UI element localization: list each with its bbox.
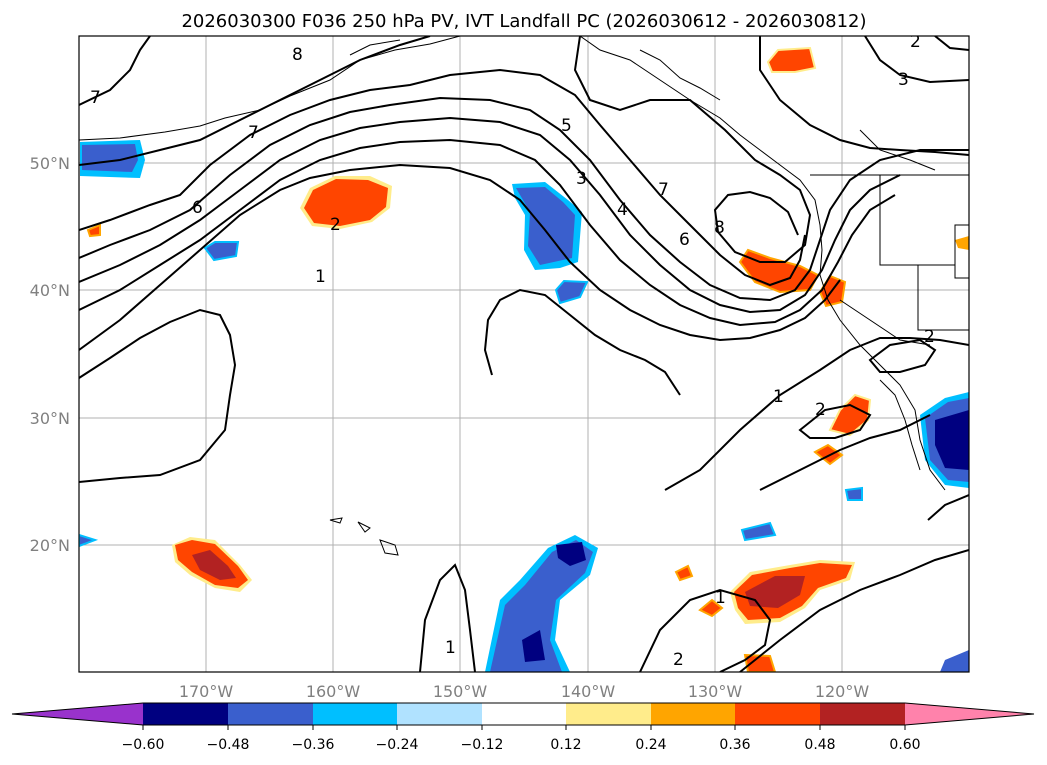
colorbar-segment xyxy=(566,703,651,725)
anomaly-blob-pos-5 xyxy=(828,393,872,437)
anomaly-blob-central-core xyxy=(516,187,575,265)
anomaly-blob-south-mid xyxy=(490,540,593,672)
lat-label: 40°N xyxy=(30,281,70,300)
longitude-labels: 170°W 160°W 150°W 140°W 130°W 120°W xyxy=(179,682,870,701)
colorbar-ticks xyxy=(142,725,906,730)
contour-label: 6 xyxy=(192,198,203,218)
figure-title: 2026030300 F036 250 hPa PV, IVT Landfall… xyxy=(181,11,866,32)
contour-label: 4 xyxy=(617,200,628,220)
contour-label: 6 xyxy=(679,230,690,250)
colorbar-tick-label: 0.24 xyxy=(635,737,666,753)
contour-label: 7 xyxy=(658,180,669,200)
contour-label: 5 xyxy=(561,116,572,136)
colorbar-tick-label: 0.60 xyxy=(889,737,920,753)
lon-label: 130°W xyxy=(688,682,743,701)
anomaly-blob-small-1 xyxy=(203,241,240,262)
contour-label: 1 xyxy=(715,588,726,608)
contour-labels: 7 8 7 6 2 1 5 3 4 7 6 8 3 2 1 2 2 1 1 2 xyxy=(90,32,935,670)
anomaly-blob-pos-7-core xyxy=(192,550,236,580)
anomaly-blob-nw-core xyxy=(82,144,138,172)
anomaly-blob-south-core xyxy=(556,542,586,566)
colorbar-segment xyxy=(651,703,735,725)
colorbar-segment xyxy=(735,703,820,725)
contour-label: 3 xyxy=(898,70,909,90)
contour-label: 2 xyxy=(673,650,684,670)
contour-label: 1 xyxy=(445,638,456,658)
colorbar-tick-label: −0.36 xyxy=(292,737,335,753)
lat-label: 50°N xyxy=(30,154,70,173)
latitude-labels: 50°N 40°N 30°N 20°N xyxy=(30,154,70,555)
map-panel: 7 8 7 6 2 1 5 3 4 7 6 8 3 2 1 2 2 1 1 2 xyxy=(78,32,970,673)
contour-label: 7 xyxy=(248,123,259,143)
lon-label: 140°W xyxy=(561,682,616,701)
colorbar-segment xyxy=(143,703,228,725)
map-frame xyxy=(78,35,970,673)
colorbar-tick-label: −0.48 xyxy=(207,737,250,753)
colorbar-segment xyxy=(228,703,313,725)
contour-label: 1 xyxy=(315,267,326,287)
colorbar-tick-label: 0.48 xyxy=(804,737,835,753)
anomaly-blob-small-4 xyxy=(844,486,863,501)
contour-label: 8 xyxy=(714,218,725,238)
colorbar: −0.60 −0.48 −0.36 −0.24 −0.12 0.12 0.24 … xyxy=(11,702,1035,753)
contour-label: 8 xyxy=(292,45,303,65)
lat-label: 30°N xyxy=(30,409,70,428)
anomaly-blob-pos-6 xyxy=(813,443,844,466)
anomaly-blob-small-5 xyxy=(79,533,99,548)
anomaly-blob-small-6 xyxy=(940,650,969,672)
lat-label: 20°N xyxy=(30,536,70,555)
contour-label: 2 xyxy=(330,215,341,235)
colorbar-tick-label: −0.12 xyxy=(461,737,504,753)
anomaly-blob-pos-10 xyxy=(674,564,694,582)
colorbar-tick-label: −0.24 xyxy=(376,737,419,753)
colorbar-tick-label: 0.12 xyxy=(550,737,581,753)
anomaly-blob-pos-2 xyxy=(766,46,817,73)
colorbar-segment xyxy=(482,703,566,725)
lon-label: 150°W xyxy=(433,682,488,701)
contour-label: 1 xyxy=(773,387,784,407)
anomaly-blob-east-core xyxy=(935,410,969,470)
lon-label: 120°W xyxy=(815,682,870,701)
colorbar-extend-right xyxy=(905,703,1034,725)
anomaly-blob-small-2 xyxy=(554,279,589,305)
contour-label: 2 xyxy=(924,327,935,347)
contour-label: 7 xyxy=(90,88,101,108)
colorbar-extend-left xyxy=(12,703,143,725)
contour-label: 2 xyxy=(815,400,826,420)
contour-label: 3 xyxy=(576,169,587,189)
anomaly-blob-pos-1-core xyxy=(304,179,388,226)
colorbar-tick-label: −0.60 xyxy=(122,737,165,753)
colorbar-tick-labels: −0.60 −0.48 −0.36 −0.24 −0.12 0.12 0.24 … xyxy=(122,737,921,753)
colorbar-segment xyxy=(820,703,905,725)
anomaly-blob-south-core-2 xyxy=(522,630,545,662)
colorbar-segment xyxy=(397,703,482,725)
anomaly-blob-pos-11 xyxy=(86,223,101,238)
lon-label: 170°W xyxy=(179,682,234,701)
anomaly-blob-pos-8-core xyxy=(745,576,805,608)
colorbar-segment xyxy=(313,703,397,725)
colorbar-tick-label: 0.36 xyxy=(719,737,750,753)
anomaly-blob-pos-13 xyxy=(955,236,969,250)
anomaly-blob-small-3 xyxy=(740,521,777,542)
ivt-negative-anomalies xyxy=(79,140,969,672)
lon-label: 160°W xyxy=(306,682,361,701)
pv-contours xyxy=(79,36,969,672)
anomaly-blob-pos-9 xyxy=(698,598,724,618)
contour-label: 2 xyxy=(910,32,921,52)
